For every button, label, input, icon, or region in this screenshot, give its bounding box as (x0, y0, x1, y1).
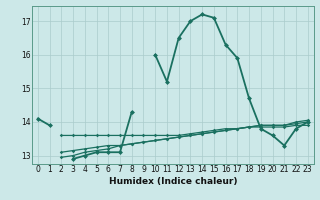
X-axis label: Humidex (Indice chaleur): Humidex (Indice chaleur) (108, 177, 237, 186)
